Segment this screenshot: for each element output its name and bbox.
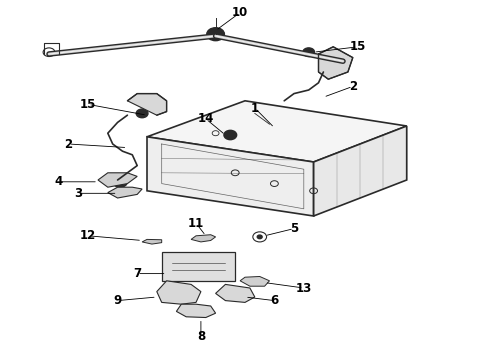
Polygon shape [162,252,235,281]
Text: 4: 4 [55,175,63,188]
Polygon shape [157,281,201,304]
Polygon shape [216,284,255,302]
Circle shape [303,48,315,57]
Polygon shape [176,304,216,318]
Polygon shape [147,101,407,162]
Text: 15: 15 [80,98,97,111]
Polygon shape [314,126,407,216]
Text: 11: 11 [188,217,204,230]
Text: 1: 1 [251,102,259,114]
Circle shape [113,176,127,187]
Circle shape [207,28,224,41]
Polygon shape [98,173,137,187]
Text: 14: 14 [197,112,214,125]
Polygon shape [191,235,216,242]
Polygon shape [127,94,167,115]
Polygon shape [142,239,162,244]
Text: 3: 3 [74,187,82,200]
Text: 5: 5 [290,222,298,235]
Polygon shape [240,276,270,286]
Text: 15: 15 [349,40,366,53]
Text: 7: 7 [133,267,141,280]
Polygon shape [147,137,314,216]
Circle shape [257,235,262,239]
Circle shape [224,130,237,140]
Text: 2: 2 [349,80,357,93]
Text: 13: 13 [295,282,312,294]
Text: 10: 10 [232,6,248,19]
Text: 12: 12 [80,229,97,242]
Circle shape [136,109,148,118]
Text: 8: 8 [197,330,205,343]
Text: 9: 9 [114,294,122,307]
Polygon shape [318,47,353,79]
Polygon shape [108,187,142,198]
Text: 2: 2 [65,138,73,150]
Text: 6: 6 [270,294,278,307]
